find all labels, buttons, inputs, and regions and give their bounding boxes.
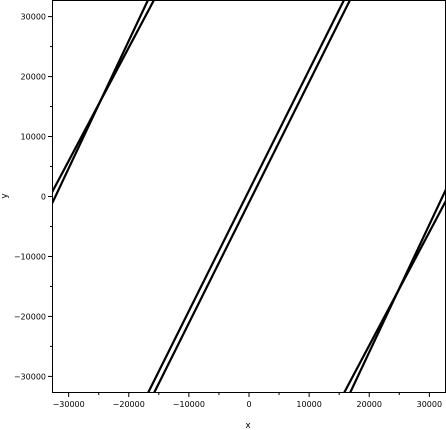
y-tick-label: −10000	[14, 252, 46, 261]
x-tick-label: 20000	[357, 400, 382, 409]
x-axis: −30000 −20000 −10000 0 10000 20000 30000	[53, 393, 442, 409]
x-tick-label: 30000	[417, 400, 442, 409]
series-line-3	[147, 0, 345, 393]
y-tick-label: 20000	[21, 73, 46, 82]
y-tick-label: −30000	[14, 372, 46, 381]
x-axis-label: x	[245, 421, 251, 430]
series-layer	[52, 0, 446, 393]
x-tick-label: −20000	[113, 400, 145, 409]
series-line-4	[153, 0, 351, 393]
y-axis: −30000 −20000 −10000 0 10000 20000 30000	[14, 13, 52, 381]
x-tick-label: 0	[246, 400, 251, 409]
series-line-6	[349, 188, 446, 393]
y-tick-label: 10000	[21, 133, 46, 142]
x-tick-label: −10000	[173, 400, 205, 409]
plot-frame	[52, 0, 446, 393]
y-tick-label: 0	[41, 192, 46, 201]
x-tick-label: −30000	[53, 400, 85, 409]
y-tick-label: −20000	[14, 312, 46, 321]
series-line-2	[52, 0, 155, 193]
y-axis-label: y	[0, 193, 10, 199]
y-tick-label: 30000	[21, 13, 46, 22]
x-tick-label: 10000	[296, 400, 321, 409]
